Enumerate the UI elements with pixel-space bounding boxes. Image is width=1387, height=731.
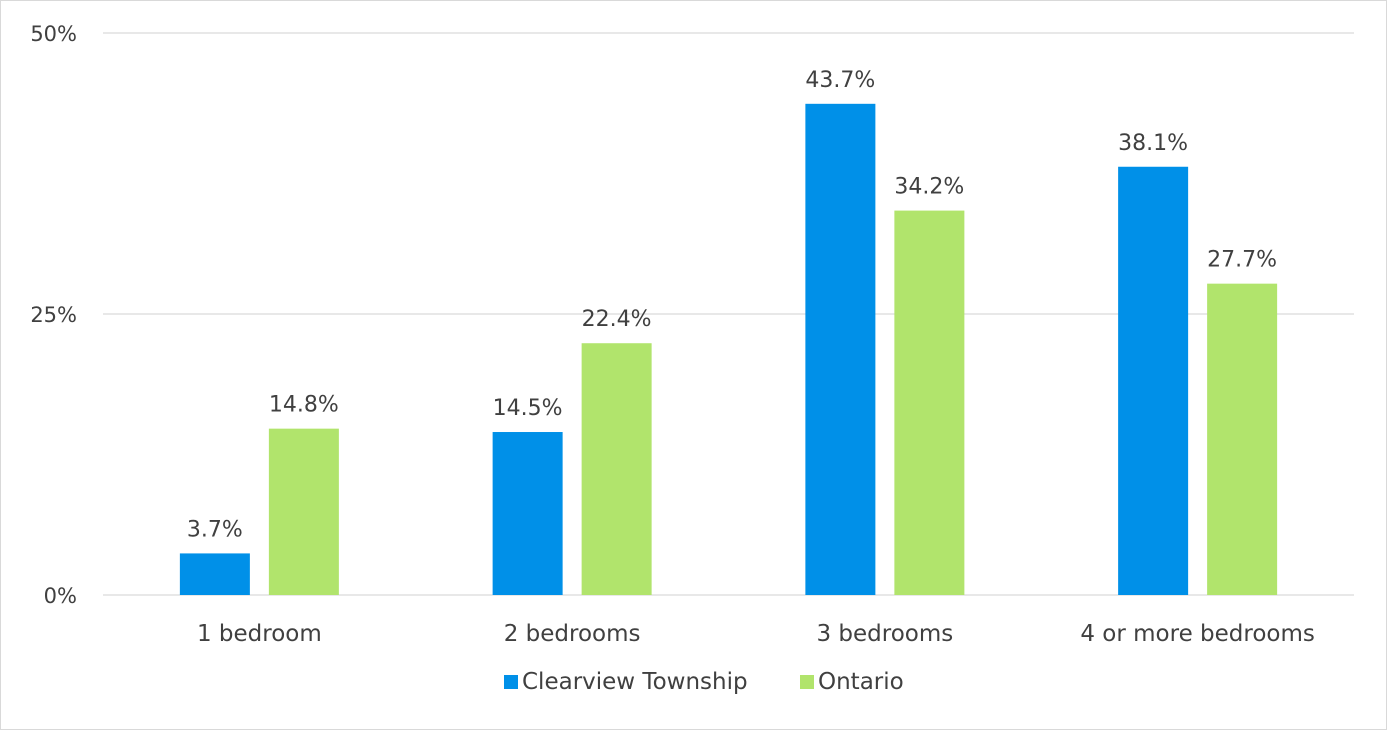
x-category-label: 3 bedrooms — [816, 621, 953, 647]
data-label: 34.2% — [894, 175, 964, 200]
legend-label: Clearview Township — [522, 669, 748, 695]
data-label: 14.8% — [269, 393, 339, 418]
legend-swatch-clearview — [504, 675, 518, 689]
bar-clearview — [805, 103, 876, 595]
data-label: 43.7% — [805, 68, 875, 93]
y-tick-label: 0% — [44, 584, 77, 608]
y-tick-label: 50% — [30, 22, 77, 46]
data-label: 14.5% — [493, 396, 563, 421]
data-label: 27.7% — [1207, 248, 1277, 273]
x-category-label: 4 or more bedrooms — [1080, 621, 1315, 647]
data-label: 38.1% — [1118, 131, 1188, 156]
bar-clearview — [1118, 166, 1189, 596]
data-label: 3.7% — [187, 517, 243, 542]
x-category-label: 2 bedrooms — [504, 621, 641, 647]
bar-ontario — [1207, 283, 1278, 595]
legend-label: Ontario — [818, 669, 904, 695]
bar-ontario — [581, 343, 652, 595]
bar-clearview — [492, 432, 563, 595]
x-category-label: 1 bedroom — [197, 621, 322, 647]
data-label: 22.4% — [582, 307, 652, 332]
bar-ontario — [894, 210, 965, 596]
y-tick-label: 25% — [30, 303, 77, 327]
bar-ontario — [268, 428, 339, 595]
legend-swatch-ontario — [800, 675, 814, 689]
bar-clearview — [179, 553, 250, 595]
